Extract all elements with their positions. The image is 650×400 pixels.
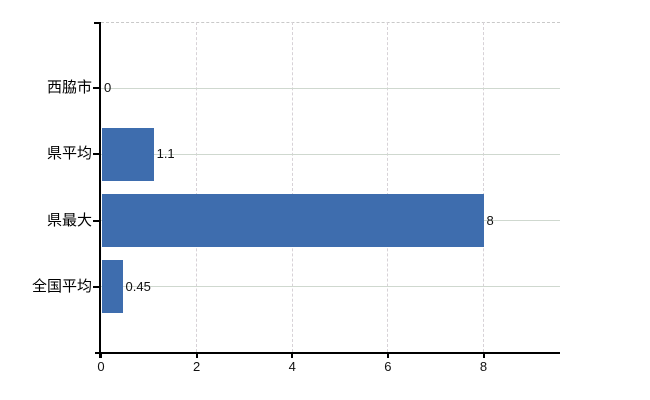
- plot-top-border: [101, 22, 560, 23]
- x-tick: [291, 353, 294, 358]
- horizontal-gridline: [101, 153, 560, 155]
- vertical-gridline: [483, 22, 484, 352]
- vertical-gridline: [291, 22, 293, 352]
- category-label: 県平均: [46, 145, 92, 163]
- horizontal-gridline: [101, 87, 560, 89]
- category-tick: [93, 285, 100, 288]
- category-tick: [93, 219, 100, 222]
- bar: [102, 194, 484, 248]
- bar-value-label: 0.45: [125, 278, 151, 294]
- y-axis-top-tick: [94, 22, 101, 24]
- x-tick-label: 6: [384, 359, 392, 374]
- x-axis-line: [95, 352, 560, 354]
- category-label: 全国平均: [31, 277, 92, 295]
- x-tick: [386, 353, 389, 358]
- x-tick: [482, 353, 485, 358]
- bar-value-label: 8: [486, 212, 494, 228]
- bar-value-label: 1.1: [156, 146, 175, 162]
- horizontal-gridline: [101, 286, 560, 288]
- x-tick-label: 8: [479, 359, 488, 374]
- x-tick-label: 0: [97, 359, 105, 374]
- x-tick: [195, 353, 198, 358]
- category-tick: [93, 87, 100, 90]
- x-tick: [100, 353, 102, 358]
- x-tick-label: 4: [288, 359, 296, 374]
- plot-area: [100, 22, 560, 353]
- category-label: 県最大: [46, 211, 92, 229]
- bar: [102, 260, 123, 314]
- category-label: 西脇市: [46, 79, 92, 97]
- y-axis-line: [99, 22, 101, 358]
- vertical-gridline: [387, 22, 389, 352]
- bar: [102, 127, 154, 181]
- vertical-gridline: [196, 22, 198, 352]
- category-tick: [93, 153, 100, 156]
- x-tick-label: 2: [193, 359, 201, 374]
- bar-value-label: 0: [104, 80, 112, 96]
